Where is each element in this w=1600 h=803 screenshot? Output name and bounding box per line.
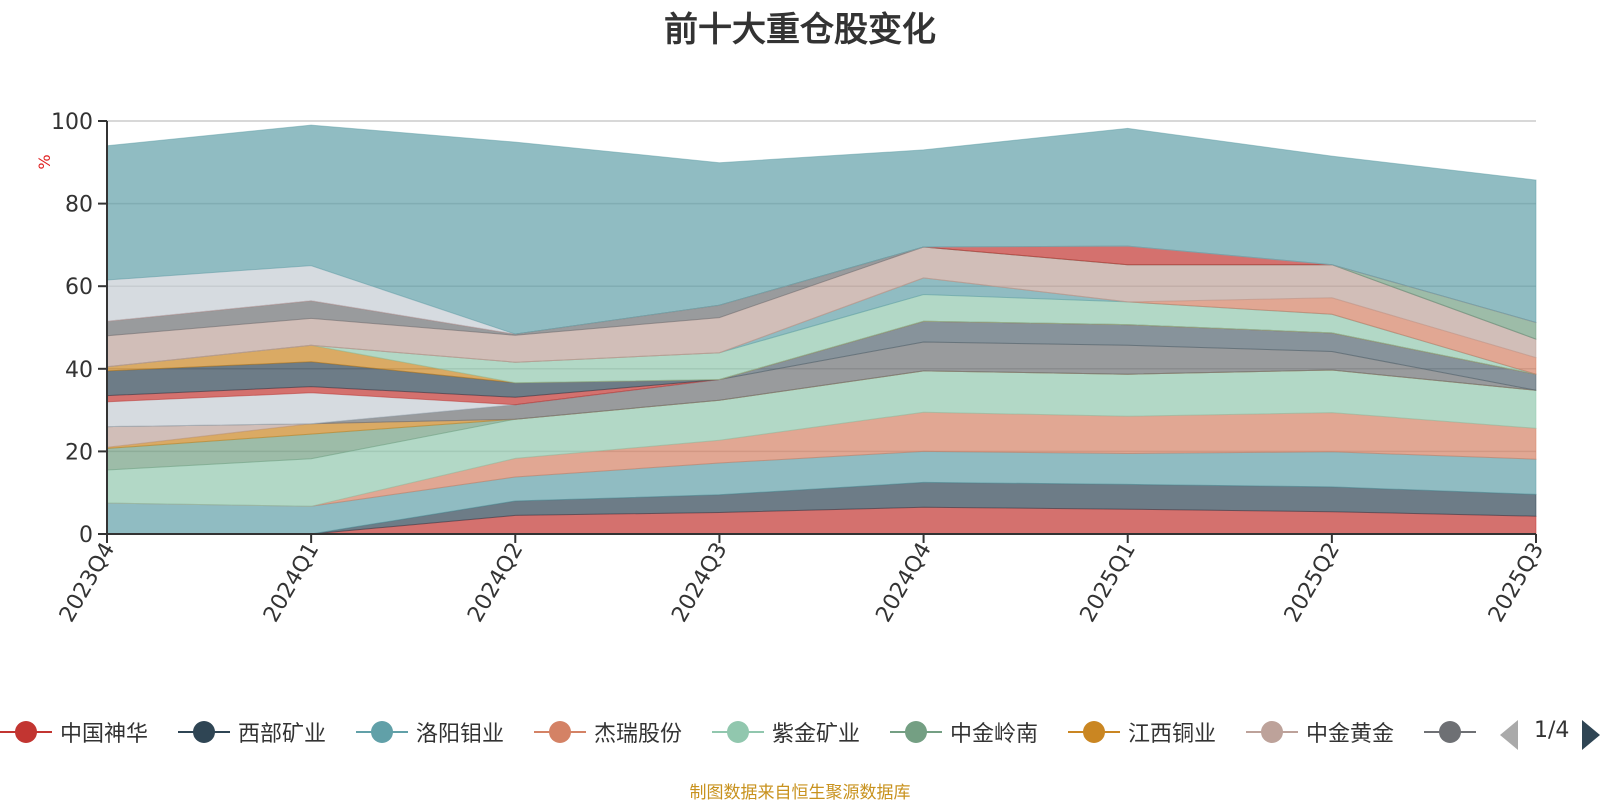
x-tick-label: 2024Q4 bbox=[871, 539, 936, 627]
legend-item[interactable]: 江西铜业 bbox=[1068, 712, 1216, 752]
area-series-第二十三系列[interactable] bbox=[106, 124, 1537, 335]
legend-item[interactable]: 紫金矿业 bbox=[712, 712, 860, 752]
legend-label: 江西铜业 bbox=[1128, 722, 1217, 747]
legend-marker-icon bbox=[712, 721, 764, 743]
legend-page-indicator: 1/4 bbox=[1534, 718, 1570, 743]
legend-marker-icon bbox=[534, 721, 586, 743]
y-tick-label: 100 bbox=[51, 110, 93, 135]
legend-item[interactable]: 西部矿业 bbox=[178, 712, 326, 752]
y-tick-label: 20 bbox=[65, 440, 93, 465]
legend-label: 洛阳钼业 bbox=[416, 722, 505, 747]
y-tick-label: 0 bbox=[79, 523, 93, 548]
legend-label: 杰瑞股份 bbox=[594, 722, 683, 747]
x-tick-label: 2025Q1 bbox=[1076, 539, 1141, 627]
x-tick-label: 2024Q2 bbox=[463, 539, 528, 627]
y-axis-label: % bbox=[35, 154, 54, 169]
legend-label: 中金黄金 bbox=[1306, 722, 1395, 747]
legend-marker-icon bbox=[1068, 721, 1120, 743]
triangle-right-icon[interactable] bbox=[1582, 720, 1600, 750]
legend-marker-icon bbox=[178, 721, 230, 743]
x-tick-label: 2024Q3 bbox=[667, 539, 732, 627]
legend-item[interactable]: 中金岭南 bbox=[890, 712, 1038, 752]
source-note: 制图数据来自恒生聚源数据库 bbox=[689, 783, 911, 803]
legend-label: 中金岭南 bbox=[950, 722, 1039, 747]
legend-label: 紫金矿业 bbox=[772, 722, 861, 747]
triangle-left-icon[interactable] bbox=[1500, 720, 1518, 750]
legend-label: 西部矿业 bbox=[238, 722, 327, 747]
legend-marker-icon bbox=[356, 721, 408, 743]
legend-label: 中国神华 bbox=[60, 722, 149, 747]
legend-item[interactable]: 中金黄金 bbox=[1246, 712, 1394, 752]
y-tick-label: 60 bbox=[65, 275, 93, 300]
legend-marker-icon bbox=[1424, 721, 1476, 743]
area-series bbox=[106, 124, 1537, 535]
chart-title: 前十大重仓股变化 bbox=[664, 10, 936, 50]
x-tick-label: 2023Q4 bbox=[55, 539, 120, 627]
legend-item[interactable]: 洛阳钼业 bbox=[356, 712, 504, 752]
x-tick-label: 2024Q1 bbox=[259, 539, 324, 627]
legend-pager: 1/4 bbox=[1500, 718, 1600, 752]
stacked-area-chart: 0 20 40 60 80 100% 2023Q4 2024Q1 2024Q2 2024Q3 202… bbox=[35, 110, 1549, 627]
legend-marker-icon bbox=[890, 721, 942, 743]
legend: 中国神华 西部矿业 洛阳钼业 杰瑞股份 紫金矿业 中金岭南 江西铜业 中金黄金 兴业银锡 bbox=[0, 712, 1600, 752]
legend-item[interactable]: 杰瑞股份 bbox=[534, 712, 682, 752]
y-tick-label: 80 bbox=[65, 193, 93, 218]
legend-marker-icon bbox=[0, 721, 52, 743]
legend-item[interactable]: 兴业银锡 bbox=[1424, 712, 1482, 752]
legend-item[interactable]: 中国神华 bbox=[0, 712, 148, 752]
legend-items: 中国神华 西部矿业 洛阳钼业 杰瑞股份 紫金矿业 中金岭南 江西铜业 中金黄金 兴业银锡 bbox=[0, 712, 1482, 752]
y-tick-label: 40 bbox=[65, 358, 93, 383]
legend-marker-icon bbox=[1246, 721, 1298, 743]
x-tick-label: 2025Q3 bbox=[1484, 539, 1549, 627]
x-tick-label: 2025Q2 bbox=[1280, 539, 1345, 627]
